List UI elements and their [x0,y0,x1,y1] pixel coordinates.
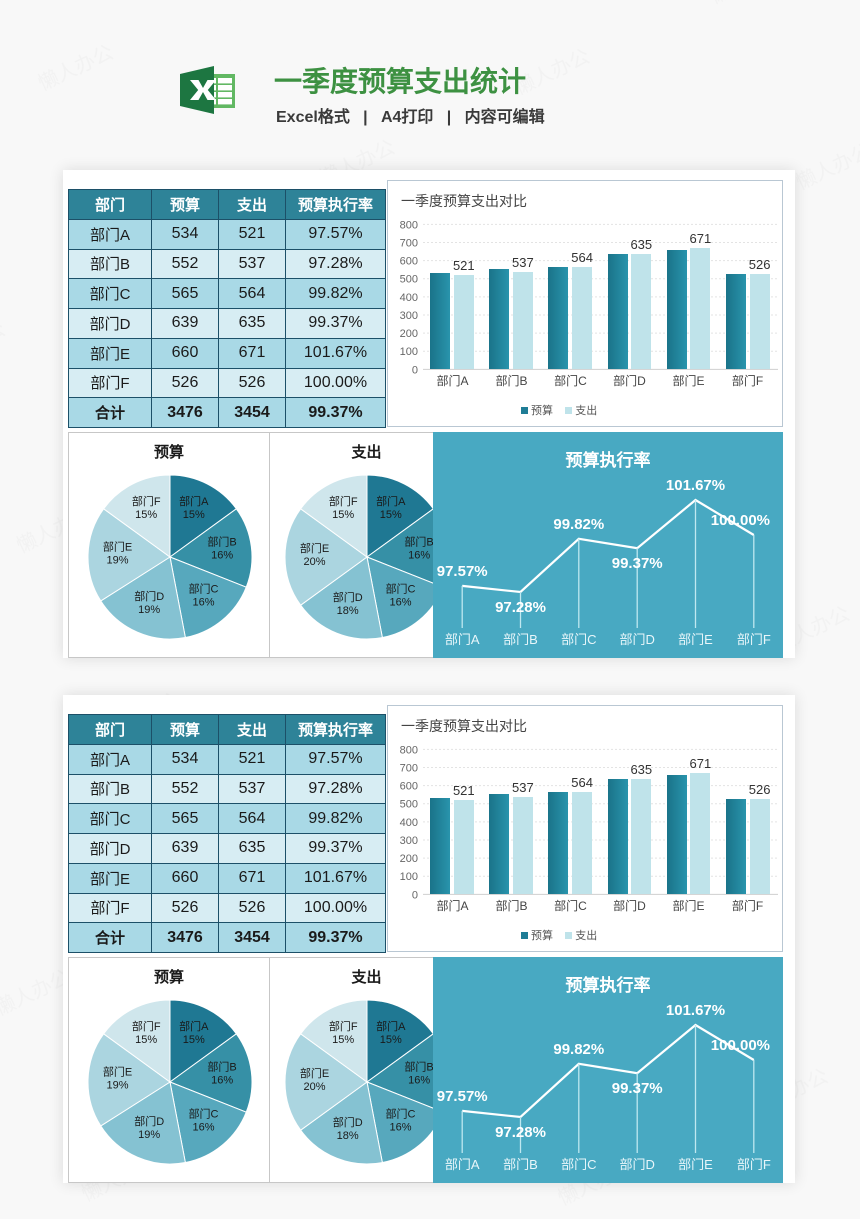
svg-text:部门D: 部门D [134,589,164,603]
svg-text:19%: 19% [138,1129,160,1141]
svg-text:部门B: 部门B [503,632,538,647]
svg-text:16%: 16% [389,596,411,608]
svg-text:700: 700 [400,762,418,774]
svg-text:15%: 15% [135,509,157,521]
svg-text:15%: 15% [332,1034,354,1046]
svg-text:部门A: 部门A [376,1019,406,1033]
svg-text:部门E: 部门E [300,1066,329,1080]
svg-text:部门C: 部门C [189,581,219,595]
svg-text:部门E: 部门E [103,539,132,553]
svg-text:300: 300 [400,835,418,847]
svg-text:0: 0 [412,364,418,376]
svg-text:部门F: 部门F [132,1019,161,1033]
svg-text:200: 200 [400,853,418,865]
svg-text:97.57%: 97.57% [437,563,488,580]
svg-text:97.28%: 97.28% [495,1124,546,1141]
svg-text:16%: 16% [408,549,430,561]
svg-text:99.37%: 99.37% [612,555,663,572]
svg-text:500: 500 [400,274,418,286]
svg-text:部门A: 部门A [179,494,209,508]
svg-text:部门A: 部门A [445,632,480,647]
svg-text:500: 500 [400,799,418,811]
svg-text:15%: 15% [183,509,205,521]
svg-text:97.28%: 97.28% [495,599,546,616]
svg-text:20%: 20% [303,556,325,568]
svg-text:800: 800 [400,744,418,756]
svg-text:15%: 15% [380,509,402,521]
svg-text:部门A: 部门A [376,494,406,508]
svg-text:部门E: 部门E [678,632,713,647]
svg-text:16%: 16% [192,596,214,608]
svg-text:部门E: 部门E [678,1157,713,1172]
svg-text:15%: 15% [135,1034,157,1046]
svg-text:99.37%: 99.37% [612,1080,663,1097]
svg-text:16%: 16% [211,549,233,561]
svg-text:99.82%: 99.82% [553,516,604,533]
svg-text:部门A: 部门A [179,1019,209,1033]
svg-text:部门B: 部门B [404,534,433,548]
svg-text:部门F: 部门F [737,632,771,647]
svg-text:600: 600 [400,256,418,268]
svg-text:97.57%: 97.57% [437,1088,488,1105]
svg-text:18%: 18% [337,1130,359,1142]
svg-text:99.82%: 99.82% [553,1041,604,1058]
svg-text:19%: 19% [106,554,128,566]
svg-text:400: 400 [400,292,418,304]
svg-text:部门C: 部门C [561,632,596,647]
svg-text:部门B: 部门B [207,534,236,548]
svg-text:部门F: 部门F [329,1019,358,1033]
svg-text:100.00%: 100.00% [711,1037,770,1054]
svg-text:800: 800 [400,219,418,231]
svg-text:部门E: 部门E [300,541,329,555]
svg-text:300: 300 [400,310,418,322]
svg-text:部门D: 部门D [333,590,363,604]
svg-text:400: 400 [400,817,418,829]
svg-text:部门E: 部门E [103,1064,132,1078]
svg-text:101.67%: 101.67% [666,1002,725,1019]
svg-text:0: 0 [412,889,418,901]
svg-text:部门A: 部门A [445,1157,480,1172]
svg-text:100.00%: 100.00% [711,512,770,529]
svg-text:部门C: 部门C [386,581,416,595]
svg-text:部门C: 部门C [561,1157,596,1172]
svg-text:16%: 16% [408,1074,430,1086]
svg-text:19%: 19% [138,604,160,616]
svg-text:部门B: 部门B [207,1059,236,1073]
svg-text:100: 100 [400,346,418,358]
svg-text:部门C: 部门C [189,1106,219,1120]
svg-text:部门D: 部门D [333,1115,363,1129]
svg-text:600: 600 [400,781,418,793]
svg-text:15%: 15% [332,509,354,521]
svg-text:16%: 16% [192,1121,214,1133]
svg-text:部门F: 部门F [329,494,358,508]
svg-text:20%: 20% [303,1081,325,1093]
svg-text:100: 100 [400,871,418,883]
svg-text:15%: 15% [380,1034,402,1046]
svg-text:部门F: 部门F [132,494,161,508]
svg-text:部门B: 部门B [404,1059,433,1073]
svg-text:700: 700 [400,237,418,249]
svg-text:部门B: 部门B [503,1157,538,1172]
svg-text:部门D: 部门D [620,632,655,647]
svg-text:18%: 18% [337,605,359,617]
svg-text:101.67%: 101.67% [666,477,725,494]
svg-text:19%: 19% [106,1079,128,1091]
svg-text:200: 200 [400,328,418,340]
svg-text:16%: 16% [389,1121,411,1133]
svg-text:部门D: 部门D [134,1114,164,1128]
svg-text:部门C: 部门C [386,1106,416,1120]
svg-text:部门F: 部门F [737,1157,771,1172]
svg-text:16%: 16% [211,1074,233,1086]
svg-text:15%: 15% [183,1034,205,1046]
svg-text:部门D: 部门D [620,1157,655,1172]
